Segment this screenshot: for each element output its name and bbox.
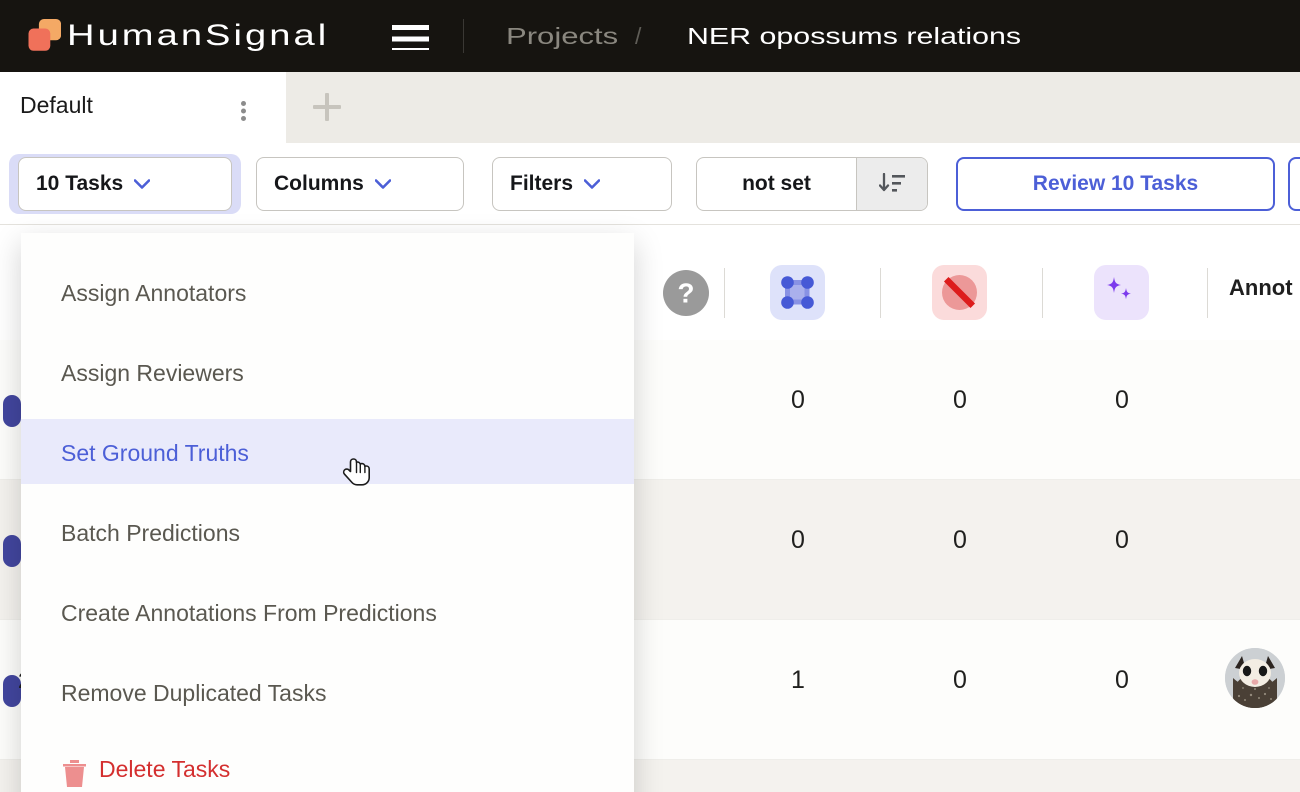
svg-text:?: ? xyxy=(678,278,695,309)
